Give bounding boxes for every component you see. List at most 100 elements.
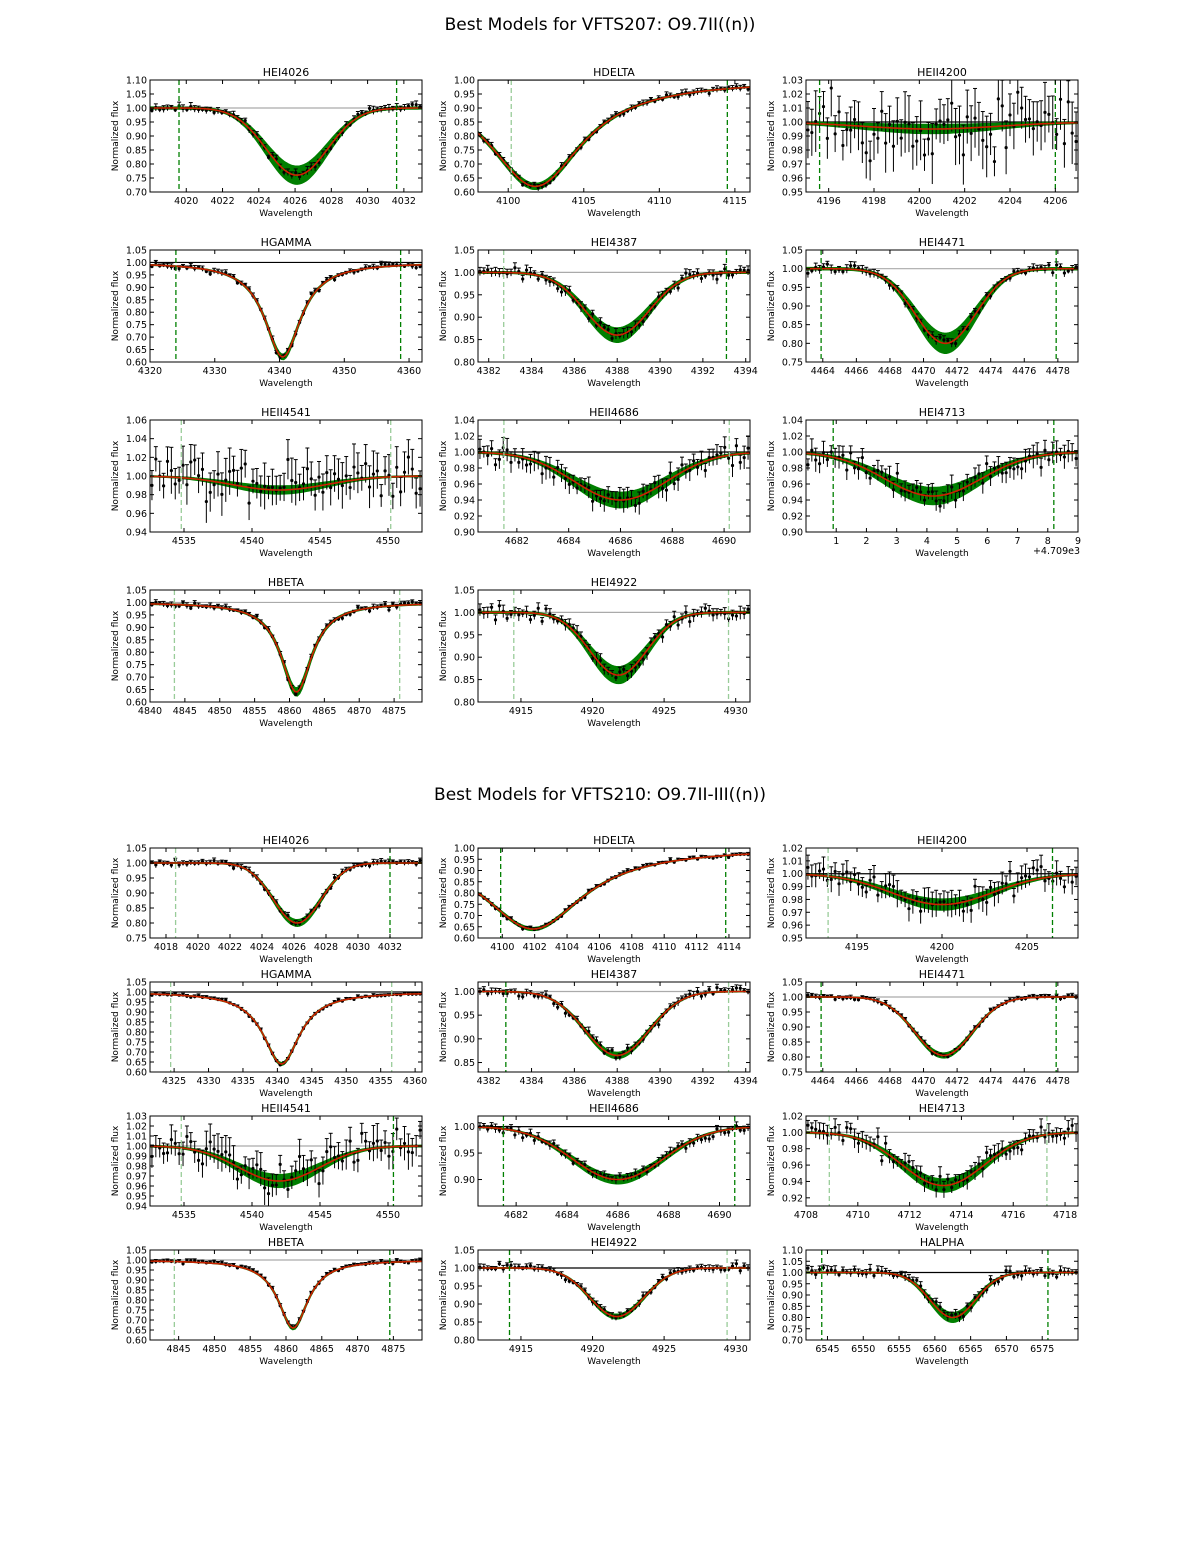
data-point	[895, 119, 899, 123]
x-tick-label: 4390	[648, 366, 672, 377]
y-tick-label: 0.85	[454, 675, 475, 686]
x-tick-label: 4464	[811, 366, 835, 377]
x-axis-label: Wavelength	[915, 955, 968, 965]
data-point	[181, 463, 185, 467]
data-point	[864, 151, 868, 155]
data-point	[493, 463, 498, 467]
data-point	[727, 1130, 731, 1134]
data-point	[887, 283, 892, 287]
y-tick-label: 0.95	[454, 630, 475, 641]
y-tick-label: 0.85	[454, 335, 475, 346]
data-point	[653, 635, 657, 639]
data-point	[711, 856, 715, 860]
data-point	[919, 490, 923, 494]
y-tick-label: 0.96	[782, 921, 803, 932]
panel-heii4686-2: 0.90 0.95 1.00 4682 4684 4686 4688 4690 HEII4686…	[439, 1102, 751, 1233]
data-point	[821, 265, 826, 269]
y-tick-label: 1.05	[126, 90, 147, 101]
data-point	[1020, 106, 1024, 110]
data-point	[383, 1140, 387, 1145]
data-point	[711, 613, 715, 617]
x-tick-label: 4870	[347, 706, 371, 717]
data-point	[806, 271, 810, 275]
data-point	[1016, 90, 1020, 94]
y-tick-label: 0.96	[782, 480, 803, 491]
data-point	[806, 865, 810, 870]
data-point	[1039, 864, 1043, 869]
data-point	[598, 321, 603, 325]
data-point	[1039, 123, 1043, 128]
x-tick-label: 4106	[587, 942, 611, 953]
data-point	[618, 670, 622, 674]
y-tick-label: 0.70	[126, 1048, 147, 1059]
data-point	[965, 115, 969, 119]
data-point	[286, 1187, 290, 1192]
data-point	[695, 989, 700, 994]
data-point	[556, 1005, 560, 1009]
y-axis-label: Normalized flux	[439, 991, 449, 1062]
data-point	[286, 913, 290, 917]
data-point	[829, 86, 833, 90]
data-point	[1055, 450, 1059, 454]
data-point	[348, 1139, 352, 1143]
y-tick-label: 1.00	[454, 448, 475, 459]
data-point	[973, 116, 977, 120]
data-point	[524, 463, 529, 467]
data-point	[521, 277, 525, 281]
data-point	[1004, 882, 1008, 886]
data-point	[1004, 145, 1008, 150]
data-point	[1000, 881, 1004, 885]
y-tick-label: 0.60	[454, 934, 475, 945]
y-tick-label: 0.80	[782, 1053, 803, 1064]
y-tick-label: 0.99	[782, 132, 803, 143]
data-point	[356, 112, 360, 116]
data-point	[216, 1149, 220, 1154]
data-point	[325, 1150, 329, 1154]
data-point	[571, 1161, 575, 1165]
data-point	[278, 486, 282, 490]
data-point	[746, 446, 750, 450]
plot-area	[478, 848, 750, 938]
data-point	[395, 465, 399, 469]
data-point	[375, 469, 379, 473]
y-tick-label: 0.90	[782, 302, 803, 313]
data-point	[490, 605, 494, 609]
data-point	[332, 1155, 337, 1160]
data-point	[1000, 471, 1004, 475]
data-point	[177, 267, 181, 271]
data-point	[915, 485, 919, 490]
panel-title: HEI4026	[263, 834, 309, 847]
y-tick-label: 0.95	[782, 283, 803, 294]
y-tick-label: 0.98	[126, 490, 147, 501]
data-point	[915, 897, 919, 901]
panel-title: HDELTA	[593, 834, 635, 847]
data-point	[695, 465, 700, 469]
data-point	[734, 614, 739, 618]
y-tick-label: 1.00	[782, 869, 803, 880]
data-point	[965, 480, 969, 484]
y-tick-label: 0.80	[126, 308, 147, 319]
data-point	[641, 657, 645, 661]
x-tick-label: 4200	[907, 196, 931, 207]
x-tick-label: 4382	[477, 1076, 501, 1087]
figure-title-vfts210: Best Models for VFTS210: O9.7II-III((n))	[434, 785, 766, 805]
data-point	[1031, 866, 1035, 870]
data-point	[614, 1056, 618, 1060]
x-tick-label: 4360	[403, 1076, 427, 1087]
data-point	[231, 866, 236, 870]
data-point	[379, 1148, 383, 1153]
data-point	[154, 260, 158, 265]
y-tick-label: 0.95	[126, 1192, 147, 1203]
y-tick-label: 0.60	[126, 358, 147, 369]
panel-title: HEII4541	[261, 406, 311, 419]
data-point	[212, 483, 216, 487]
y-axis-label: Normalized flux	[767, 100, 777, 171]
data-point	[676, 623, 680, 627]
data-point	[961, 153, 965, 157]
data-point	[208, 490, 212, 494]
data-point	[876, 893, 880, 897]
data-point	[294, 171, 298, 175]
data-point	[954, 341, 958, 346]
y-tick-label: 0.99	[782, 882, 803, 893]
x-tick-label: 4022	[218, 942, 242, 953]
